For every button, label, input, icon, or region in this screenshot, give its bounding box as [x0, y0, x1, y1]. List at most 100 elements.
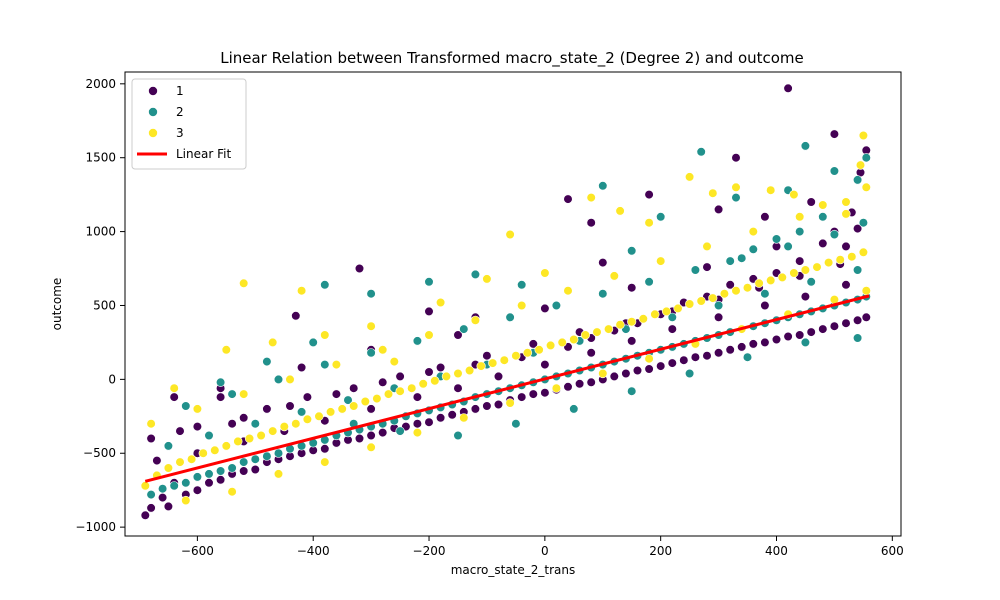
point-s1-113 — [563, 194, 573, 204]
point-s3-99 — [789, 190, 799, 200]
point-s1-7 — [204, 478, 214, 488]
point-s3-46 — [673, 303, 683, 314]
point-s2-95 — [320, 280, 330, 290]
point-s2-100 — [598, 181, 608, 191]
point-s2-88 — [598, 289, 608, 299]
point-s1-43 — [621, 368, 631, 379]
point-s1-46 — [656, 361, 666, 371]
point-s3-90 — [505, 229, 515, 240]
point-s3-30 — [488, 358, 498, 368]
point-s1-26 — [424, 417, 434, 427]
point-s3-47 — [684, 299, 695, 309]
point-s2-10 — [262, 451, 272, 461]
point-s2-63 — [163, 441, 173, 451]
point-s1-109 — [291, 311, 301, 321]
point-s3-62 — [858, 247, 869, 257]
point-s3-10 — [256, 430, 266, 441]
point-s1-98 — [216, 392, 226, 402]
point-s3-81 — [221, 345, 231, 355]
points-layer — [140, 83, 871, 520]
point-s1-27 — [436, 413, 446, 423]
point-s2-90 — [690, 265, 701, 275]
x-tick-label--600: −600 — [181, 544, 214, 558]
point-s1-84 — [262, 404, 272, 414]
point-s2-120 — [395, 426, 405, 436]
point-s3-24 — [418, 379, 428, 389]
point-s1-111 — [424, 306, 434, 317]
y-tick-label-500: 500 — [93, 298, 116, 312]
point-s3-12 — [279, 422, 289, 432]
point-s1-83 — [227, 419, 237, 429]
point-s3-76 — [748, 227, 758, 237]
point-s3-16 — [326, 407, 336, 417]
y-tick-label-1500: 1500 — [85, 151, 116, 165]
point-s2-2 — [169, 481, 179, 491]
point-s2-9 — [250, 454, 260, 464]
point-s3-40 — [603, 324, 614, 334]
point-s3-61 — [847, 252, 857, 262]
point-s3-55 — [777, 272, 787, 283]
point-s3-25 — [430, 376, 440, 386]
point-s3-45 — [661, 306, 672, 317]
point-s2-128 — [852, 333, 863, 343]
point-s3-59 — [823, 258, 834, 268]
point-s1-20 — [354, 433, 365, 444]
point-s2-96 — [366, 289, 376, 299]
point-s1-76 — [627, 336, 637, 346]
point-s3-108 — [366, 442, 376, 452]
point-s1-57 — [783, 331, 793, 342]
point-s1-3 — [163, 501, 173, 512]
point-s3-114 — [644, 354, 654, 364]
point-s1-2 — [158, 493, 168, 503]
series-3 — [140, 130, 871, 506]
point-s3-56 — [789, 268, 799, 278]
point-s2-116 — [216, 377, 226, 387]
point-s3-8 — [233, 436, 243, 447]
point-s1-129 — [795, 256, 805, 266]
point-s2-7 — [227, 463, 237, 473]
legend-box — [131, 78, 247, 170]
point-s3-72 — [563, 286, 573, 296]
point-s1-107 — [169, 392, 179, 402]
point-s2-65 — [250, 419, 260, 429]
x-tick-label-200: 200 — [649, 544, 672, 558]
point-s2-3 — [181, 478, 191, 488]
point-s3-17 — [337, 404, 347, 414]
legend-marker-1 — [148, 86, 158, 96]
point-s3-97 — [731, 182, 741, 192]
point-s1-64 — [861, 312, 871, 322]
point-s1-62 — [841, 318, 851, 328]
point-s3-113 — [598, 368, 608, 379]
point-s1-122 — [829, 129, 840, 139]
legend-label-1: 2 — [176, 105, 184, 119]
point-s1-115 — [598, 258, 608, 268]
point-s1-85 — [302, 392, 313, 402]
point-s3-19 — [360, 396, 370, 407]
point-s3-87 — [389, 357, 399, 367]
chart-title: Linear Relation between Transformed macr… — [220, 49, 804, 68]
legend-marker-3 — [148, 128, 158, 138]
y-tick-label--1000: −1000 — [75, 520, 116, 534]
point-s1-82 — [175, 426, 185, 436]
point-s1-87 — [395, 371, 405, 382]
x-axis: −600 −400 −200 0 200 400 600 — [181, 536, 904, 558]
linear-fit-line — [144, 294, 870, 483]
point-s1-25 — [412, 419, 423, 429]
point-s1-101 — [453, 330, 463, 340]
point-s1-45 — [644, 364, 654, 374]
point-s3-105 — [227, 487, 237, 497]
point-s2-1 — [158, 484, 168, 494]
point-s1-49 — [690, 352, 701, 362]
point-s3-94 — [644, 218, 654, 228]
point-s1-28 — [447, 410, 457, 420]
point-s2-75 — [713, 300, 724, 311]
y-tick-label--500: −500 — [83, 446, 116, 460]
point-s1-59 — [806, 327, 816, 337]
point-s1-36 — [540, 388, 550, 398]
point-s3-73 — [609, 271, 619, 281]
point-s3-34 — [534, 345, 544, 355]
point-s3-35 — [545, 340, 556, 351]
y-tick-label-1000: 1000 — [85, 225, 116, 239]
point-s1-42 — [609, 371, 619, 382]
